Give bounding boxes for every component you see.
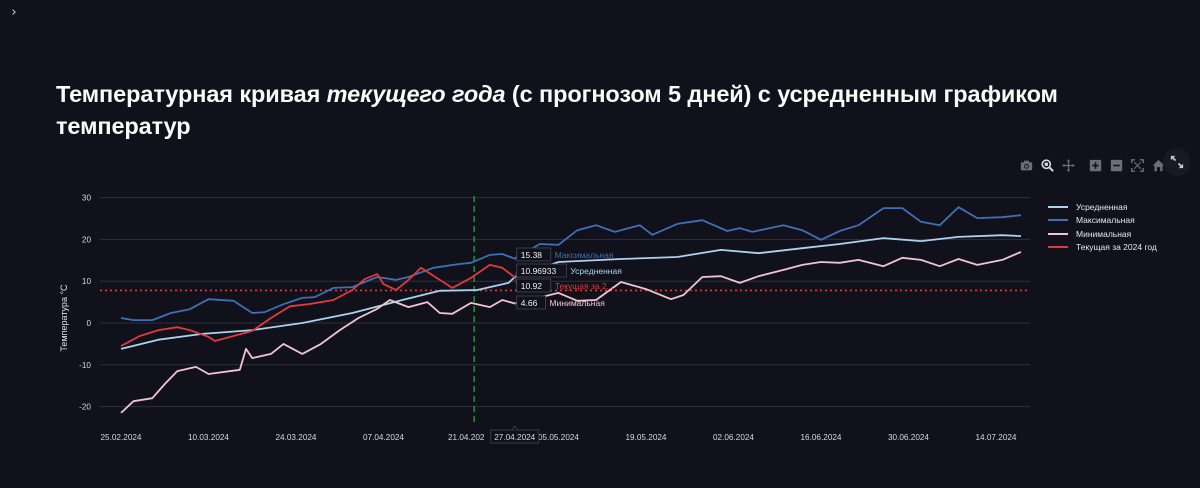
svg-text:10.92: 10.92	[521, 281, 543, 291]
zoom-button[interactable]	[1039, 157, 1055, 173]
camera-button[interactable]	[1018, 157, 1034, 173]
pan-icon	[1061, 158, 1075, 172]
legend-label: Усредненная	[1076, 201, 1128, 212]
title-part-1: Температурная кривая	[56, 81, 327, 107]
camera-icon	[1020, 160, 1032, 170]
legend-item[interactable]: Максимальная	[1048, 214, 1157, 228]
chevron-right-icon: ›	[11, 5, 17, 20]
y-tick-label: -20	[79, 403, 91, 412]
legend-label: Минимальная	[1076, 228, 1132, 239]
zoom-in-icon	[1089, 159, 1101, 171]
x-tick-label: 05.05.2024	[538, 433, 579, 442]
y-tick-label: 10	[82, 277, 92, 286]
plot-modebar	[1018, 157, 1166, 173]
hover-tooltip: 4.66 Минимальная	[514, 295, 606, 310]
fullscreen-button[interactable]	[1163, 148, 1191, 176]
x-tick-label: 24.03.2024	[276, 433, 317, 442]
legend-item[interactable]: Усредненная	[1048, 200, 1157, 214]
series-line[interactable]	[120, 251, 1022, 414]
legend-swatch-icon	[1048, 219, 1068, 222]
y-tick-label: -10	[79, 361, 91, 370]
legend-item[interactable]: Текущая за 2024 год	[1048, 241, 1157, 255]
zoom-icon	[1040, 158, 1054, 172]
home-icon	[1152, 159, 1164, 171]
x-tick-label: 14.07.2024	[976, 433, 1017, 442]
svg-text:Минимальная: Минимальная	[550, 298, 606, 308]
autoscale-button[interactable]	[1129, 157, 1145, 173]
title-emphasis: текущего года	[326, 81, 506, 107]
legend-label: Максимальная	[1076, 215, 1135, 226]
fullscreen-expand-icon	[1170, 155, 1184, 169]
svg-text:15.38: 15.38	[521, 250, 543, 260]
series-line[interactable]	[120, 263, 516, 347]
hover-tooltip: 10.96933 Усредненная	[514, 263, 622, 278]
autoscale-icon	[1130, 158, 1144, 172]
home-button[interactable]	[1150, 157, 1166, 173]
legend-swatch-icon	[1048, 232, 1068, 235]
x-tick-label: 21.04.202	[448, 433, 485, 442]
x-tick-label: 30.06.2024	[888, 433, 929, 442]
legend-swatch-icon	[1048, 246, 1068, 249]
svg-text:27.04.2024: 27.04.2024	[494, 433, 535, 442]
svg-text:Усредненная: Усредненная	[570, 266, 622, 276]
legend-item[interactable]: Минимальная	[1048, 227, 1157, 241]
zoom-out-icon	[1110, 159, 1122, 171]
hover-tooltip: 10.92 Текущая за 2...	[514, 277, 614, 293]
sidebar-toggle-button[interactable]: ›	[6, 5, 22, 21]
legend-label: Текущая за 2024 год	[1076, 242, 1157, 253]
zoom-in-button[interactable]	[1087, 157, 1103, 173]
title-part-2: (с прогнозом 5 дней) с усредненным графи…	[56, 81, 1058, 139]
legend-swatch-icon	[1048, 205, 1068, 208]
x-tick-label: 19.05.2024	[626, 433, 667, 442]
y-tick-label: 20	[82, 235, 92, 244]
series-line[interactable]	[120, 234, 1022, 350]
x-tick-label: 07.04.2024	[363, 433, 404, 442]
y-tick-label: 30	[82, 194, 92, 203]
x-hover-label: 27.04.2024	[490, 425, 540, 444]
hover-tooltip: 15.38 Максимальная	[514, 247, 614, 262]
svg-text:Максимальная: Максимальная	[555, 250, 614, 260]
x-tick-label: 25.02.2024	[101, 433, 142, 442]
page-title: Температурная кривая текущего года (с пр…	[56, 78, 1136, 142]
x-tick-label: 16.06.2024	[801, 433, 842, 442]
x-tick-label: 10.03.2024	[188, 433, 229, 442]
x-tick-label: 02.06.2024	[713, 433, 754, 442]
series-line[interactable]	[120, 206, 1022, 322]
pan-button[interactable]	[1060, 157, 1076, 173]
y-tick-label: 0	[86, 319, 91, 328]
chart-legend: Усредненная Максимальная Минимальная Текуща…	[1048, 200, 1157, 254]
svg-text:10.96933: 10.96933	[521, 266, 557, 276]
zoom-out-button[interactable]	[1108, 157, 1124, 173]
svg-text:4.66: 4.66	[521, 298, 538, 308]
svg-text:Текущая за 2...: Текущая за 2...	[555, 281, 614, 291]
